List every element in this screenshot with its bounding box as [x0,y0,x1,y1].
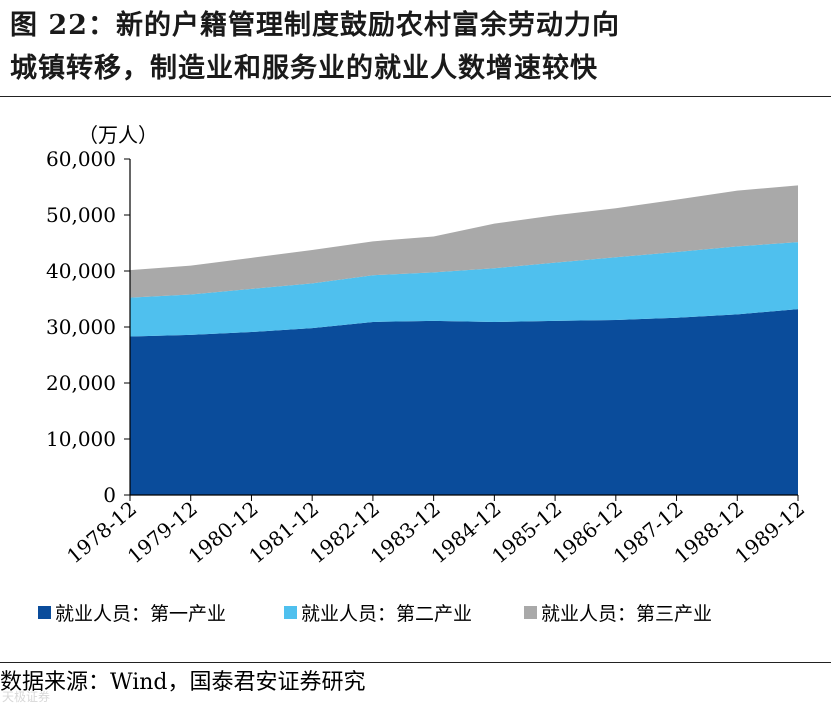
legend-item-2: 就业人员：第二产业 [284,603,472,625]
area-series-group [130,185,798,495]
y-axis-ticks: 0 10,000 20,000 30,000 40,000 50,000 60,000 [46,147,130,507]
watermark: 天极证券 [2,690,51,704]
source-divider [0,662,831,663]
title-line-1: 图 22：新的户籍管理制度鼓励农村富余劳动力向 [10,4,620,47]
x-axis-ticks: 1978-121979-121980-121981-121982-121983-… [62,495,809,568]
legend-swatch [284,606,297,619]
chart-title: 图 22：新的户籍管理制度鼓励农村富余劳动力向 城镇转移，制造业和服务业的就业人… [10,4,620,90]
title-divider [0,96,831,97]
stacked-area-chart: 0 10,000 20,000 30,000 40,000 50,000 60,000 19… [38,123,809,625]
y-axis-unit-label: （万人） [78,123,158,147]
area-series-3 [130,185,798,298]
area-series-2 [130,242,798,337]
legend: 就业人员：第一产业 就业人员：第二产业 就业人员：第三产业 [38,603,712,625]
figure-number: 图 22： [10,10,116,41]
y-tick-label: 20,000 [46,371,116,395]
legend-swatch [38,606,51,619]
y-tick-label: 0 [103,483,116,507]
y-tick-label: 40,000 [46,259,116,283]
area-series-1 [130,309,798,495]
legend-label: 就业人员：第三产业 [541,603,712,625]
source-note: 数据来源：Wind，国泰君安证券研究 [0,670,366,695]
legend-item-1: 就业人员：第一产业 [38,603,226,625]
legend-item-3: 就业人员：第三产业 [524,603,712,625]
title-text-1: 新的户籍管理制度鼓励农村富余劳动力向 [115,10,620,41]
y-tick-label: 30,000 [46,315,116,339]
y-tick-label: 10,000 [46,427,116,451]
legend-swatch [524,606,537,619]
legend-label: 就业人员：第二产业 [301,603,472,625]
legend-label: 就业人员：第一产业 [55,603,226,625]
title-line-2: 城镇转移，制造业和服务业的就业人数增速较快 [10,53,598,84]
y-tick-label: 60,000 [46,147,116,171]
y-tick-label: 50,000 [46,203,116,227]
